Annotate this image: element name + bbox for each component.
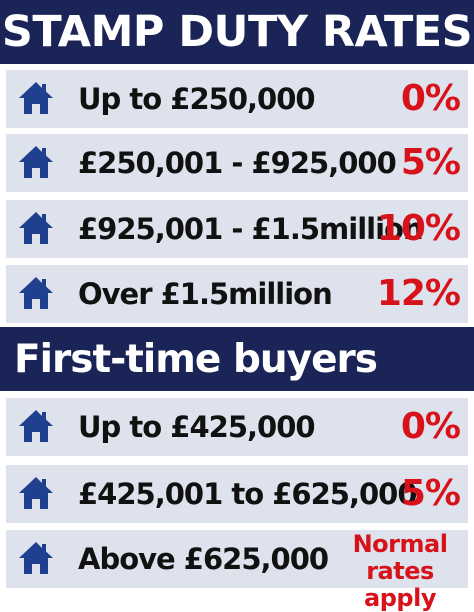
first-time-buyers-heading: First-time buyers (0, 327, 474, 391)
rate-row: Above £625,000 Normal rates apply (6, 530, 468, 612)
band-label: Up to £250,000 (78, 82, 316, 116)
rate-value: 12% (376, 273, 461, 314)
rate-row: £250,001 - £925,000 5% (6, 134, 468, 192)
rate-value: 10% (376, 208, 461, 249)
band-label: Over £1.5million (78, 277, 333, 311)
house-icon (19, 82, 53, 114)
house-icon (19, 477, 53, 509)
house-icon (19, 212, 53, 244)
band-label: £250,001 - £925,000 (78, 146, 397, 180)
band-label: Up to £425,000 (78, 410, 316, 444)
band-label: Above £625,000 (78, 542, 329, 576)
house-icon (19, 410, 53, 442)
rate-note: Normal rates apply (352, 530, 448, 612)
rate-value: 5% (400, 473, 461, 514)
rate-row: £925,001 - £1.5million 10% (6, 200, 468, 258)
rate-row: Over £1.5million 12% (6, 265, 468, 323)
rate-row: Up to £250,000 0% (6, 70, 468, 128)
rate-row: Up to £425,000 0% (6, 398, 468, 456)
main-title: STAMP DUTY RATES (0, 0, 474, 64)
house-icon (19, 277, 53, 309)
rate-value: 5% (400, 142, 461, 183)
band-label: £925,001 - £1.5million (78, 212, 424, 246)
house-icon (19, 542, 53, 574)
band-label: £425,001 to £625,000 (78, 477, 418, 511)
rate-row: £425,001 to £625,000 5% (6, 465, 468, 523)
rate-value: 0% (400, 406, 461, 447)
rate-value: 0% (400, 78, 461, 119)
house-icon (19, 146, 53, 178)
